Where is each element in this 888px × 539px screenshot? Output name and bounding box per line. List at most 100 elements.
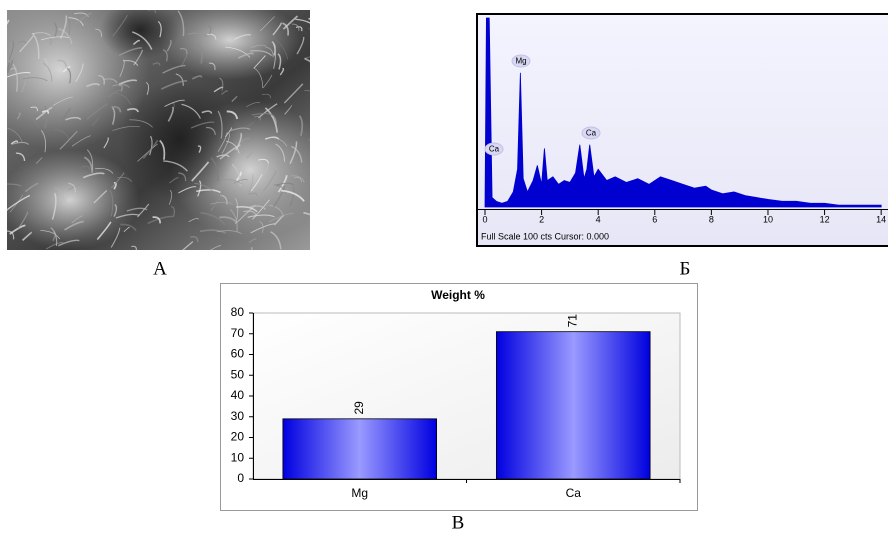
sem-fiber xyxy=(243,210,257,216)
sem-fiber xyxy=(272,37,289,60)
sem-fiber xyxy=(279,67,285,76)
sem-fiber xyxy=(44,105,48,129)
sem-fiber xyxy=(188,218,199,223)
sem-fiber xyxy=(282,15,299,30)
value-label: 71 xyxy=(565,314,579,328)
y-tick-label: 60 xyxy=(231,347,245,361)
y-tick-label: 50 xyxy=(231,367,245,381)
sem-fiber xyxy=(86,82,101,88)
sem-fiber xyxy=(207,33,217,40)
y-tick-label: 70 xyxy=(231,326,245,340)
sem-fiber xyxy=(293,177,302,183)
sem-fiber xyxy=(58,107,71,124)
sem-fiber xyxy=(187,32,208,38)
sem-fiber xyxy=(234,121,255,137)
sem-fiber xyxy=(98,74,105,85)
sem-fiber xyxy=(178,186,197,194)
sem-light-region xyxy=(160,10,300,80)
sem-fiber xyxy=(229,127,251,132)
sem-fiber xyxy=(307,27,310,30)
sem-fiber xyxy=(7,209,9,211)
sem-fiber xyxy=(40,129,47,153)
sem-fiber xyxy=(190,236,199,243)
sem-fiber xyxy=(50,227,58,247)
sem-fiber xyxy=(281,189,305,202)
sem-fiber xyxy=(120,223,137,232)
sem-fiber xyxy=(112,125,140,131)
value-label: 29 xyxy=(352,401,366,415)
sem-fiber xyxy=(43,58,48,70)
sem-fiber xyxy=(291,23,300,31)
sem-fiber xyxy=(164,99,185,107)
sem-fiber xyxy=(270,137,288,147)
sem-fiber xyxy=(126,107,139,113)
sem-fiber xyxy=(196,189,221,194)
sem-fiber xyxy=(31,32,40,60)
sem-fiber xyxy=(83,156,94,173)
sem-fiber xyxy=(295,18,310,24)
sem-fiber xyxy=(261,93,272,99)
sem-fiber xyxy=(219,216,238,224)
sem-fiber xyxy=(246,101,260,108)
sem-fiber xyxy=(248,238,257,244)
sem-fiber xyxy=(175,73,184,86)
sem-fiber xyxy=(7,127,23,144)
sem-fiber xyxy=(51,193,57,220)
sem-fiber xyxy=(162,49,168,62)
sem-fiber xyxy=(170,205,176,218)
sem-fiber xyxy=(53,129,70,140)
sem-fiber xyxy=(118,47,142,57)
sem-fiber xyxy=(216,230,242,234)
sem-fiber xyxy=(169,177,179,184)
sem-fiber xyxy=(12,63,18,92)
caption: В xyxy=(452,512,465,533)
sem-fiber xyxy=(57,59,67,67)
sem-fiber xyxy=(304,89,310,92)
sem-fiber xyxy=(304,57,310,63)
sem-fiber xyxy=(54,187,65,203)
peak-label: Mg xyxy=(515,57,526,66)
sem-fiber xyxy=(131,245,137,250)
sem-fiber xyxy=(200,211,226,226)
sem-fiber xyxy=(210,201,233,205)
sem-fiber xyxy=(270,231,282,250)
sem-fiber xyxy=(111,105,122,113)
spectrum-plot: 0 2 4 6 8 10 12 14 Mg Ca Ca Full Scale 100 cts Curs… xyxy=(478,17,888,241)
sem-fiber xyxy=(167,106,174,122)
sem-fiber xyxy=(168,189,173,205)
x-tick-label: Mg xyxy=(351,486,368,500)
sem-fiber xyxy=(66,67,72,84)
sem-fiber xyxy=(291,175,305,183)
x-tick-label: 2 xyxy=(539,214,544,224)
sem-fiber xyxy=(73,12,92,26)
sem-fiber xyxy=(221,90,228,95)
sem-fiber xyxy=(107,89,120,98)
sem-fiber xyxy=(245,173,254,201)
sem-fiber xyxy=(219,144,241,160)
sem-fiber xyxy=(116,176,132,183)
sem-fiber xyxy=(132,39,140,45)
sem-fiber xyxy=(259,221,264,234)
peak-badge xyxy=(484,142,504,156)
sem-fiber xyxy=(247,214,275,218)
sem-fiber xyxy=(126,207,148,212)
sem-fiber xyxy=(103,137,109,149)
sem-fiber xyxy=(251,112,276,117)
sem-fiber xyxy=(270,115,277,126)
sem-fiber xyxy=(17,110,40,128)
sem-fiber xyxy=(259,16,275,32)
sem-fiber xyxy=(15,152,26,161)
sem-fiber xyxy=(208,62,216,71)
y-tick-label: 10 xyxy=(231,450,245,464)
sem-fiber xyxy=(277,53,282,70)
sem-fiber xyxy=(19,35,34,53)
sem-fiber xyxy=(145,81,150,96)
sem-fiber xyxy=(86,103,108,120)
bar xyxy=(495,331,651,480)
sem-fiber xyxy=(64,220,84,231)
sem-fiber xyxy=(8,40,14,60)
sem-fiber xyxy=(289,141,298,165)
sem-fiber xyxy=(16,112,21,120)
sem-fiber xyxy=(308,139,310,141)
